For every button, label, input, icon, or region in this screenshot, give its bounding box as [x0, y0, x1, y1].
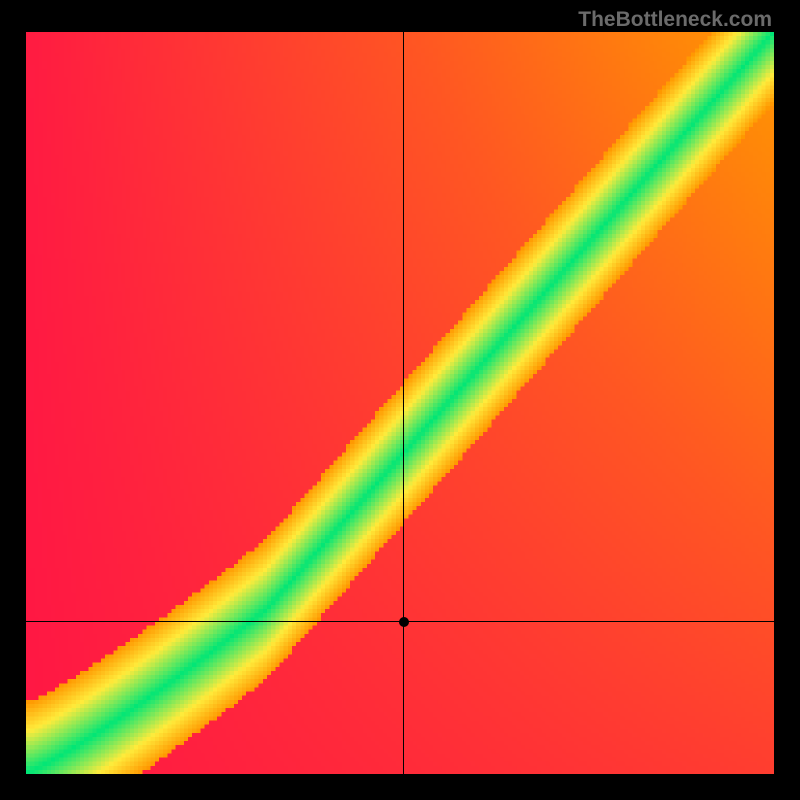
heatmap-canvas — [26, 32, 774, 774]
crosshair-marker — [399, 617, 409, 627]
crosshair-vertical — [403, 32, 404, 774]
heatmap-plot-area — [26, 32, 774, 774]
watermark-text: TheBottleneck.com — [578, 8, 772, 32]
